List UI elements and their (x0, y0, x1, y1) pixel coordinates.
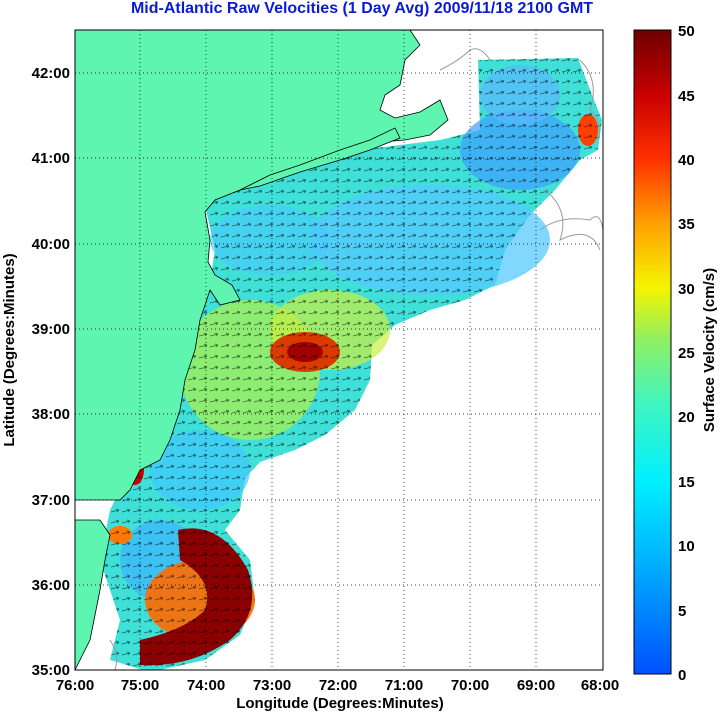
lat-tick-labels: 42:00 41:00 40:00 39:00 38:00 37:00 36:0… (32, 65, 70, 679)
colorbar-tick: 35 (678, 216, 695, 233)
lat-tick: 35:00 (32, 662, 70, 679)
lon-tick-labels: 76:00 75:00 74:00 73:00 72:00 71:00 70:0… (56, 677, 619, 694)
colorbar-label: Surface Velocity (cm/s) (701, 268, 718, 432)
lat-tick: 37:00 (32, 492, 70, 509)
colorbar-tick: 25 (678, 345, 695, 362)
lat-tick: 38:00 (32, 406, 70, 423)
colorbar-tick: 10 (678, 538, 695, 555)
lat-tick: 36:00 (32, 577, 70, 594)
colorbar (633, 29, 672, 675)
colorbar-tick: 45 (678, 88, 695, 105)
southern-land (75, 519, 111, 670)
colorbar-tick: 50 (678, 23, 695, 40)
grid-lines (75, 30, 603, 670)
colorbar-tick: 40 (678, 152, 695, 169)
lon-tick: 74:00 (187, 677, 225, 694)
x-axis-label: Longitude (Degrees:Minutes) (236, 695, 444, 712)
lat-tick: 41:00 (32, 150, 70, 167)
map-title: Mid-Atlantic Raw Velocities (1 Day Avg) … (130, 0, 594, 17)
lat-tick: 39:00 (32, 321, 70, 338)
colorbar-tick: 5 (678, 603, 686, 620)
colorbar-tick: 30 (678, 281, 695, 298)
colorbar-tick: 15 (678, 474, 695, 491)
lon-tick: 76:00 (56, 677, 94, 694)
lat-tick: 42:00 (32, 65, 70, 82)
y-axis-label: Latitude (Degrees:Minutes) (1, 253, 18, 446)
lon-tick: 73:00 (253, 677, 291, 694)
lat-tick: 40:00 (32, 236, 70, 253)
colorbar-tick: 0 (678, 667, 686, 684)
lon-tick: 68:00 (581, 677, 619, 694)
long-island (239, 127, 401, 191)
lon-tick: 70:00 (451, 677, 489, 694)
lon-tick: 75:00 (121, 677, 159, 694)
colorbar-tick-labels: 0 5 10 15 20 25 30 35 40 45 50 (678, 23, 695, 684)
lon-tick: 69:00 (517, 677, 555, 694)
lon-tick: 71:00 (385, 677, 423, 694)
plot-border (74, 29, 604, 671)
lon-tick: 72:00 (319, 677, 357, 694)
velocity-field (100, 58, 602, 670)
colorbar-tick: 20 (678, 409, 695, 426)
